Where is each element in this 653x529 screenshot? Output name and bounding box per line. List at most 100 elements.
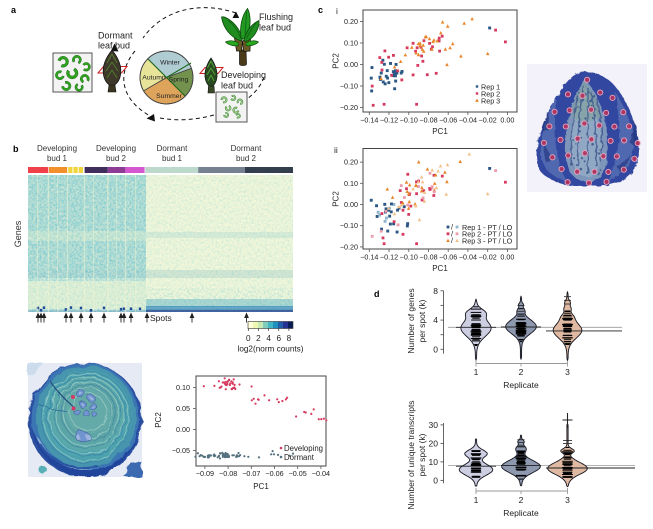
svg-text:d: d [374,289,380,299]
svg-text:Dormant: Dormant [157,144,188,153]
svg-text:−0.02: −0.02 [479,116,497,125]
svg-text:Rep 1 - PT / LO: Rep 1 - PT / LO [462,223,513,232]
svg-text:Replicate: Replicate [503,380,539,390]
svg-text:4: 4 [433,315,438,325]
svg-text:−0.04: −0.04 [312,469,330,478]
svg-text:20: 20 [429,438,439,448]
svg-text:−0.20: −0.20 [340,242,358,251]
svg-text:−0.04: −0.04 [459,253,477,262]
svg-text:−0.10: −0.10 [340,82,358,91]
svg-text:c: c [318,5,323,15]
svg-text:0.10: 0.10 [344,39,358,48]
svg-text:0.00: 0.00 [344,200,358,209]
svg-text:Autumn: Autumn [142,75,166,82]
svg-text:1: 1 [474,495,479,505]
svg-text:/: / [451,229,453,238]
svg-text:8: 8 [433,286,438,296]
svg-text:−0.09: −0.09 [196,469,214,478]
svg-text:30: 30 [429,420,439,430]
svg-text:0.00: 0.00 [176,425,190,434]
svg-text:−0.12: −0.12 [380,116,398,125]
svg-text:bud 1: bud 1 [47,154,68,163]
svg-text:Rep 3: Rep 3 [481,97,500,106]
svg-text:−0.06: −0.06 [265,469,283,478]
svg-text:Dormant: Dormant [284,453,315,462]
svg-text:per spot (k): per spot (k) [417,433,427,476]
svg-text:Rep 3 - PT / LO: Rep 3 - PT / LO [462,236,513,245]
svg-text:0: 0 [246,334,251,343]
svg-text:4: 4 [266,334,271,343]
svg-text:PC1: PC1 [432,264,448,273]
svg-text:Number of genes: Number of genes [406,288,416,353]
svg-text:Flushing: Flushing [259,12,293,22]
svg-text:Number of unique transcripts: Number of unique transcripts [406,400,416,509]
svg-text:Developing: Developing [37,144,77,153]
svg-text:−0.06: −0.06 [439,253,457,262]
svg-text:2: 2 [256,334,261,343]
svg-text:log2(norm counts): log2(norm counts) [238,345,304,354]
svg-text:2: 2 [519,495,524,505]
svg-text:0: 0 [433,475,438,485]
svg-text:−0.08: −0.08 [419,116,437,125]
svg-text:bud 2: bud 2 [236,154,257,163]
svg-text:leaf bud: leaf bud [98,41,130,51]
svg-text:2: 2 [519,367,524,377]
svg-text:−0.08: −0.08 [419,253,437,262]
svg-text:PC2: PC2 [332,191,341,207]
svg-text:bud 1: bud 1 [162,154,183,163]
svg-text:0.20: 0.20 [344,158,358,167]
svg-text:−0.05: −0.05 [289,469,307,478]
svg-text:Spring: Spring [169,77,189,84]
svg-text:−0.10: −0.10 [340,221,358,230]
svg-text:PC2: PC2 [154,412,163,428]
svg-text:0.05: 0.05 [176,404,190,413]
svg-text:0: 0 [433,344,438,354]
svg-text:ii: ii [334,145,338,155]
svg-text:Genes: Genes [13,220,23,247]
svg-text:per spot (k): per spot (k) [417,299,427,342]
svg-text:10: 10 [429,457,439,467]
svg-text:PC1: PC1 [432,127,448,136]
svg-text:Rep 2: Rep 2 [481,90,500,99]
svg-text:−0.02: −0.02 [479,253,497,262]
svg-text:Replicate: Replicate [503,508,539,518]
svg-text:−0.12: −0.12 [380,253,398,262]
svg-text:8: 8 [287,334,292,343]
svg-text:1: 1 [474,367,479,377]
svg-text:Dormant: Dormant [98,31,133,41]
svg-text:3: 3 [565,367,570,377]
svg-text:−0.14: −0.14 [360,253,378,262]
svg-text:Rep 1: Rep 1 [481,83,500,92]
svg-text:PC2: PC2 [332,53,341,69]
svg-text:0.00: 0.00 [344,60,358,69]
svg-text:Winter: Winter [160,60,180,67]
svg-text:Spots: Spots [150,313,172,323]
svg-text:bud 2: bud 2 [106,154,127,163]
svg-text:−0.04: −0.04 [459,116,477,125]
svg-text:/: / [451,236,453,245]
svg-text:0.10: 0.10 [344,179,358,188]
svg-text:PC1: PC1 [253,482,269,491]
svg-text:−0.10: −0.10 [400,253,418,262]
svg-text:Developing: Developing [284,444,323,453]
svg-text:0.10: 0.10 [176,383,190,392]
svg-text:Rep 2 - PT / LO: Rep 2 - PT / LO [462,230,513,239]
svg-text:Developing: Developing [221,70,266,80]
svg-text:0.00: 0.00 [500,253,514,262]
svg-text:−0.06: −0.06 [439,116,457,125]
svg-text:a: a [11,5,17,15]
svg-text:Summer: Summer [156,93,182,100]
svg-text:b: b [13,144,19,154]
svg-text:−0.20: −0.20 [340,103,358,112]
svg-text:6: 6 [276,334,281,343]
svg-text:Developing: Developing [96,144,136,153]
svg-text:−0.14: −0.14 [360,116,378,125]
svg-text:0.00: 0.00 [500,116,514,125]
svg-text:leaf bud: leaf bud [259,23,291,33]
svg-text:−0.08: −0.08 [219,469,237,478]
svg-text:3: 3 [565,495,570,505]
svg-text:Dormant: Dormant [231,144,262,153]
svg-text:i: i [336,6,338,16]
svg-text:−0.05: −0.05 [172,446,190,455]
svg-text:−0.10: −0.10 [400,116,418,125]
